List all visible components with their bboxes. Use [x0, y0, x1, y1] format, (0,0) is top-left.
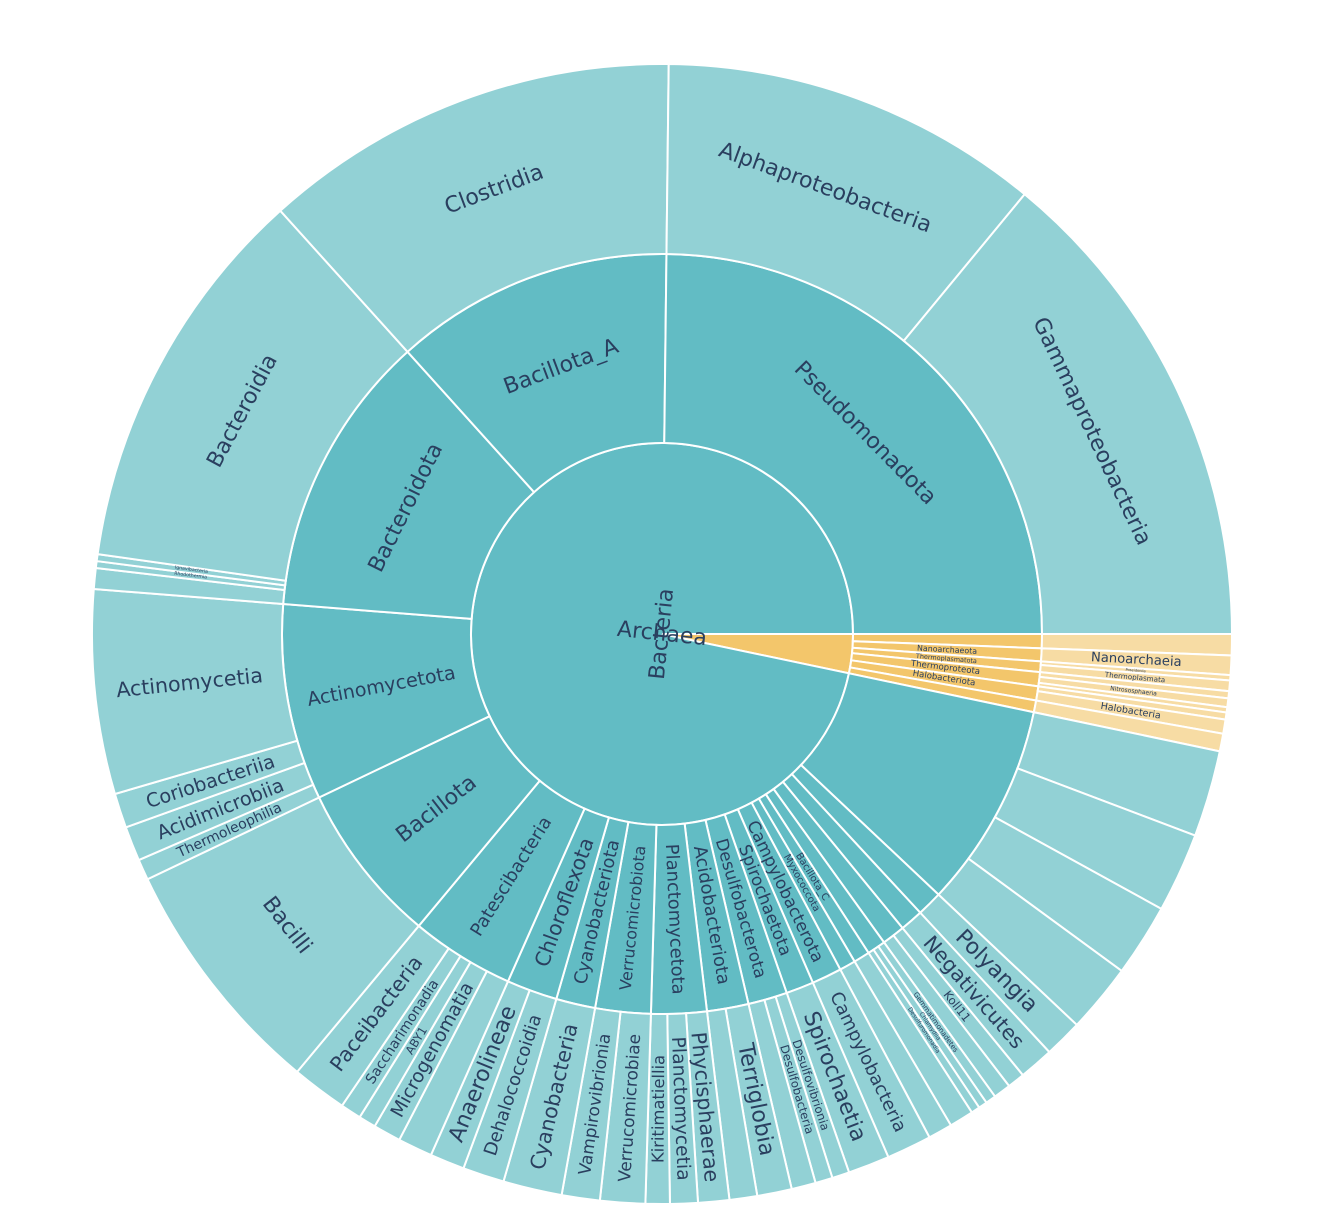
segment-label-nanoarchaeota: Nanoarchaeota — [917, 644, 978, 656]
segment-label-kiritimatiellia: Kiritimatiellia — [648, 1055, 668, 1163]
segment-gammaproteobacteria[interactable] — [902, 192, 1234, 635]
segment-label-poseidoniia: Poseidoniia — [1125, 668, 1145, 674]
segment-label-rhodothermia: Rhodothermia — [174, 571, 208, 581]
segment-label-nanoarchaeia: Nanoarchaeia — [1091, 650, 1182, 670]
segment-label-ignavibacteria: Ignavibacteria — [174, 565, 208, 575]
sunburst-segments — [91, 63, 1234, 1205]
